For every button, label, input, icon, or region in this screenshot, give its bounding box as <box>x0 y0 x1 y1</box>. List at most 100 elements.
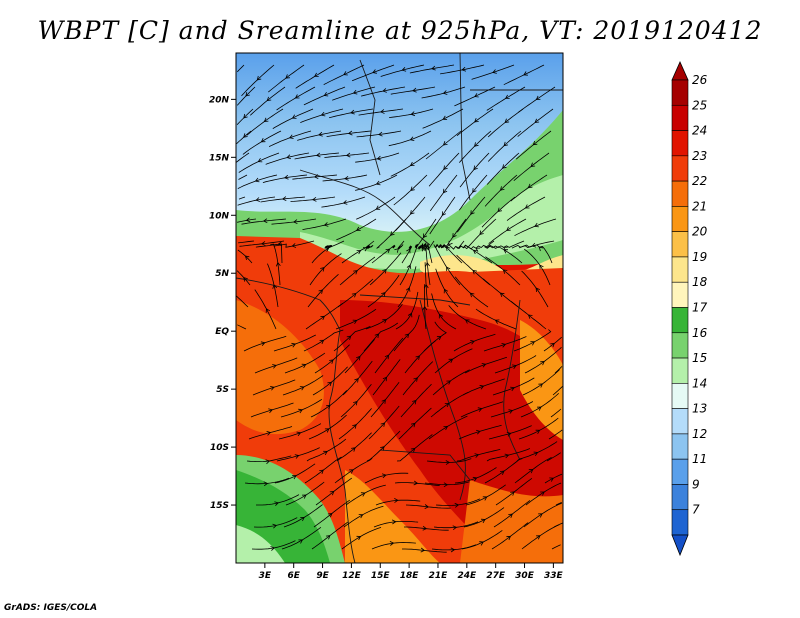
map-title: WBPT [C] and Sreamline at 925hPa, VT: 20… <box>37 16 763 45</box>
grads-credit: GrADS: IGES/COLA <box>4 603 98 613</box>
streamline <box>548 429 563 440</box>
streamline-arrow <box>257 157 263 163</box>
colorbar-label: 12 <box>692 427 707 441</box>
streamline-arrow <box>301 363 307 369</box>
streamline <box>236 295 249 308</box>
streamline <box>237 174 278 189</box>
latitude-axis: 20N 15N 10N 5N EQ 5S 10S 15S <box>209 95 236 511</box>
streamline-arrow <box>410 111 416 117</box>
streamline-arrow <box>382 88 387 93</box>
lat-tick-label: 5N <box>215 269 229 279</box>
streamline-arrow <box>270 546 276 551</box>
streamline <box>237 64 245 73</box>
colorbar-segment <box>671 281 689 308</box>
streamline-arrow <box>482 496 488 501</box>
streamline-arrow <box>262 218 268 224</box>
colorbar: 26 25 24 23 22 21 20 19 18 17 16 15 14 13 12 11 9 7 <box>671 61 708 557</box>
streamline-arrow <box>245 92 250 97</box>
streamline-arrow <box>443 165 448 170</box>
streamline-arrow <box>272 284 278 289</box>
colorbar-top-arrow <box>671 61 689 81</box>
streamline-arrow <box>461 66 467 72</box>
streamline <box>236 152 250 163</box>
streamline-arrow <box>535 535 541 540</box>
streamline <box>546 452 561 462</box>
streamline-arrow <box>312 196 317 202</box>
streamline-arrow <box>284 174 289 180</box>
streamline-arrow <box>263 117 269 122</box>
streamline-arrow <box>265 459 271 465</box>
streamline-arrow <box>350 109 355 115</box>
streamline-arrow <box>535 287 540 293</box>
colorbar-bottom-arrow <box>671 534 689 557</box>
streamline-arrow <box>528 468 534 474</box>
streamline-arrow <box>374 333 380 339</box>
lon-tick-label: 30E <box>515 571 535 581</box>
streamline-arrow <box>479 230 484 236</box>
colorbar-segment <box>671 256 689 283</box>
streamline-arrow <box>431 65 436 71</box>
streamline-arrow <box>381 399 386 404</box>
streamline-arrow <box>442 115 448 120</box>
streamline-arrow <box>409 136 415 141</box>
streamline-arrow <box>288 134 294 139</box>
streamline-arrow <box>245 217 251 223</box>
streamline-arrow <box>256 75 262 81</box>
streamline-arrow <box>382 319 387 324</box>
streamline-arrow <box>527 314 533 319</box>
streamline-arrow <box>422 525 428 531</box>
streamline-arrow <box>446 380 452 385</box>
streamline-arrow <box>320 111 326 117</box>
streamline-arrow <box>356 355 361 361</box>
streamline <box>238 174 248 180</box>
streamline-arrow <box>497 207 502 213</box>
streamline-arrow <box>347 130 353 136</box>
streamline-arrow <box>394 248 399 253</box>
streamline-arrow <box>382 376 388 382</box>
streamline-arrow <box>272 523 278 529</box>
streamline-arrow <box>298 539 304 544</box>
lat-tick-label: 5S <box>216 385 229 395</box>
streamline <box>238 196 246 200</box>
streamline-arrow <box>407 312 413 318</box>
streamline <box>550 408 562 418</box>
lon-tick-label: 9E <box>316 571 329 581</box>
streamline-arrow <box>415 355 421 360</box>
colorbar-segment <box>671 307 689 334</box>
streamline-arrow <box>301 494 307 499</box>
streamline-arrow <box>476 429 481 435</box>
colorbar-segment <box>671 357 689 384</box>
streamline-arrow <box>346 335 352 341</box>
streamline-arrow <box>494 319 500 324</box>
streamline-arrow <box>344 175 349 181</box>
streamline-arrow <box>480 518 486 524</box>
streamline-arrow <box>410 186 415 192</box>
streamline <box>236 108 254 125</box>
streamline-arrow <box>389 541 395 546</box>
streamline-arrow <box>298 408 303 414</box>
colorbar-segment <box>671 332 689 359</box>
streamline-arrow <box>443 288 449 294</box>
streamline-arrow <box>508 513 513 518</box>
streamline-arrow <box>394 498 399 503</box>
streamline-arrow <box>424 504 430 509</box>
streamline-arrow <box>469 292 475 298</box>
streamline-arrow <box>406 264 412 270</box>
lon-tick-label: 3E <box>259 571 272 581</box>
colorbar-label: 20 <box>692 225 708 239</box>
streamline-arrow <box>538 246 544 252</box>
colorbar-segment <box>671 180 689 207</box>
streamline-arrow <box>390 231 395 236</box>
streamline-arrow <box>413 377 418 382</box>
streamline-arrow <box>422 305 428 311</box>
streamline-arrow <box>320 267 325 272</box>
streamline-arrow <box>452 525 458 531</box>
streamline-arrow <box>421 247 427 252</box>
streamline-arrow <box>505 94 510 99</box>
colorbar-segment <box>671 104 689 131</box>
colorbar-label: 19 <box>692 250 707 264</box>
streamline-arrow <box>320 315 326 321</box>
streamline-arrow <box>243 277 248 282</box>
colorbar-label: 26 <box>692 73 708 87</box>
streamline-arrow <box>499 470 505 475</box>
